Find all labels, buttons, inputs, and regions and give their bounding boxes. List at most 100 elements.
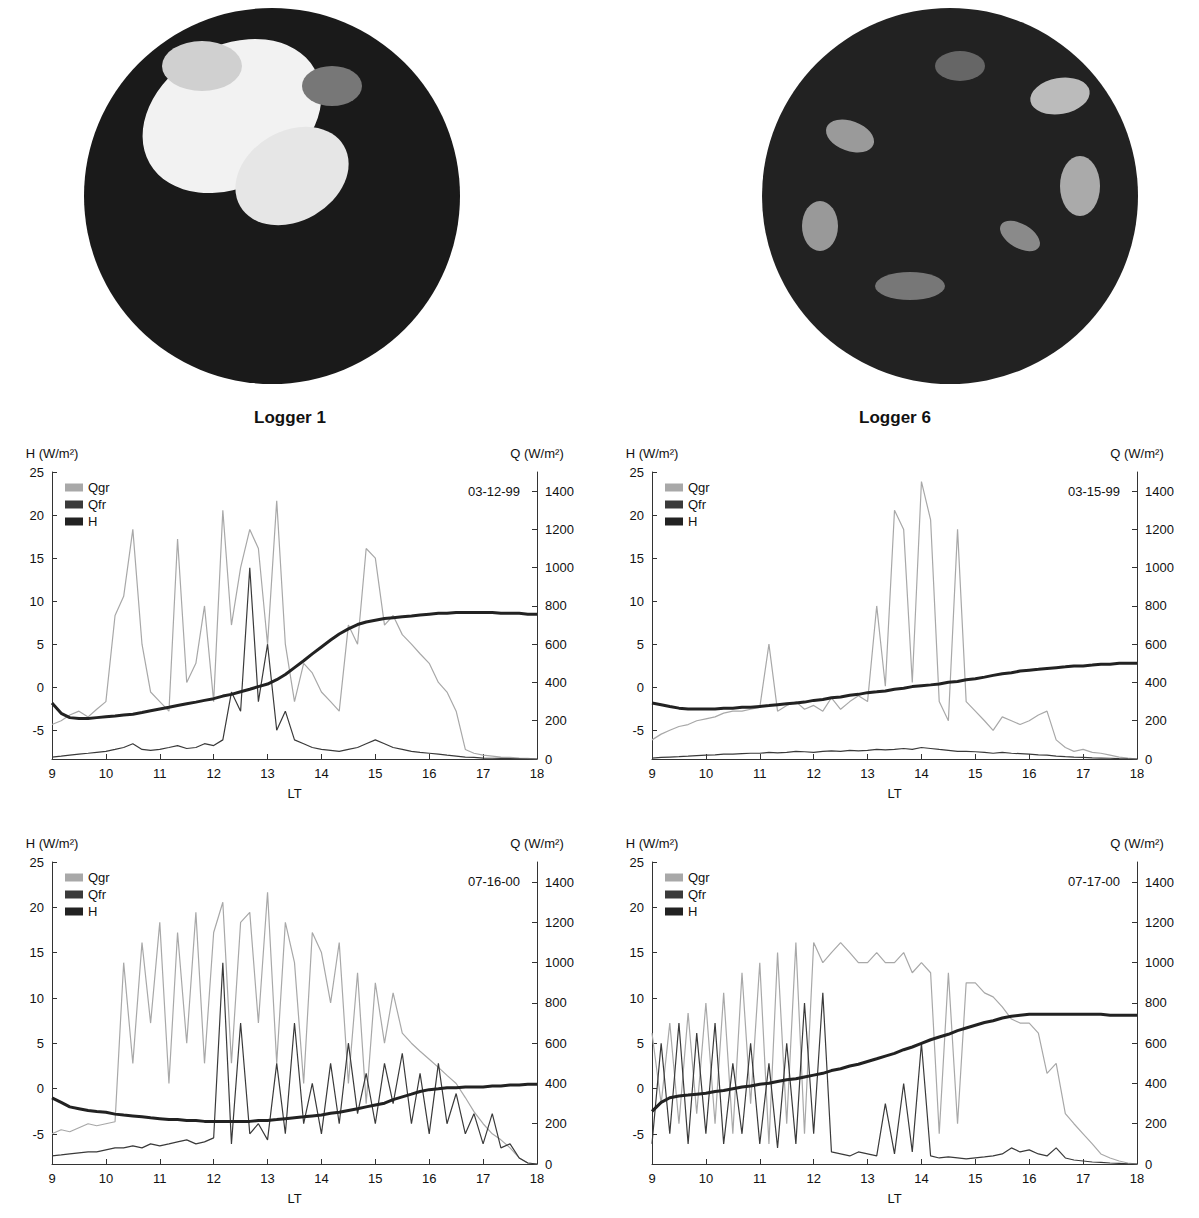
svg-text:25: 25 [30, 855, 44, 870]
svg-text:1400: 1400 [545, 875, 574, 890]
svg-text:200: 200 [545, 713, 567, 728]
svg-text:10: 10 [30, 594, 44, 609]
svg-text:Qgr: Qgr [88, 870, 110, 885]
svg-text:LT: LT [287, 1191, 301, 1206]
svg-text:200: 200 [1145, 1116, 1167, 1131]
svg-text:Q (W/m²): Q (W/m²) [1110, 836, 1163, 851]
svg-text:800: 800 [1145, 995, 1167, 1010]
svg-text:Qgr: Qgr [688, 870, 710, 885]
svg-text:20: 20 [30, 900, 44, 915]
svg-text:15: 15 [968, 1171, 982, 1186]
svg-text:16: 16 [1022, 766, 1036, 781]
svg-text:18: 18 [530, 1171, 544, 1186]
svg-text:17: 17 [476, 766, 490, 781]
svg-text:1400: 1400 [1145, 484, 1174, 499]
svg-text:1200: 1200 [545, 915, 574, 930]
svg-text:1000: 1000 [545, 560, 574, 575]
svg-text:400: 400 [1145, 1076, 1167, 1091]
svg-text:03-15-99: 03-15-99 [1068, 484, 1120, 499]
svg-text:15: 15 [630, 945, 644, 960]
svg-text:Q (W/m²): Q (W/m²) [510, 836, 563, 851]
svg-text:Q (W/m²): Q (W/m²) [1110, 446, 1163, 461]
svg-text:17: 17 [476, 1171, 490, 1186]
svg-text:Qgr: Qgr [88, 480, 110, 495]
svg-text:1200: 1200 [545, 522, 574, 537]
svg-text:18: 18 [530, 766, 544, 781]
svg-text:H (W/m²): H (W/m²) [626, 446, 679, 461]
svg-text:18: 18 [1130, 766, 1144, 781]
svg-text:1000: 1000 [1145, 955, 1174, 970]
svg-text:16: 16 [1022, 1171, 1036, 1186]
svg-text:17: 17 [1076, 766, 1090, 781]
svg-text:14: 14 [914, 1171, 928, 1186]
svg-text:0: 0 [545, 752, 552, 767]
svg-text:5: 5 [37, 1036, 44, 1051]
svg-text:15: 15 [30, 945, 44, 960]
svg-text:1000: 1000 [1145, 560, 1174, 575]
svg-text:15: 15 [368, 1171, 382, 1186]
svg-text:1200: 1200 [1145, 522, 1174, 537]
svg-text:5: 5 [37, 637, 44, 652]
svg-text:10: 10 [699, 1171, 713, 1186]
svg-text:800: 800 [545, 995, 567, 1010]
svg-text:15: 15 [968, 766, 982, 781]
svg-text:16: 16 [422, 766, 436, 781]
svg-text:10: 10 [99, 766, 113, 781]
svg-text:12: 12 [806, 766, 820, 781]
svg-text:0: 0 [37, 1081, 44, 1096]
svg-text:15: 15 [30, 551, 44, 566]
svg-text:H (W/m²): H (W/m²) [26, 446, 79, 461]
svg-text:0: 0 [37, 680, 44, 695]
svg-text:13: 13 [260, 766, 274, 781]
svg-text:12: 12 [806, 1171, 820, 1186]
svg-text:800: 800 [545, 598, 567, 613]
svg-text:11: 11 [753, 766, 767, 781]
svg-text:11: 11 [153, 1171, 167, 1186]
svg-text:25: 25 [30, 465, 44, 480]
svg-text:H: H [688, 514, 697, 529]
svg-text:13: 13 [260, 1171, 274, 1186]
svg-text:LT: LT [887, 786, 901, 801]
svg-text:600: 600 [1145, 637, 1167, 652]
svg-text:LT: LT [887, 1191, 901, 1206]
svg-text:0: 0 [545, 1157, 552, 1172]
svg-text:20: 20 [630, 508, 644, 523]
svg-text:1400: 1400 [545, 484, 574, 499]
svg-text:13: 13 [860, 766, 874, 781]
svg-text:03-12-99: 03-12-99 [468, 484, 520, 499]
svg-text:20: 20 [630, 900, 644, 915]
svg-text:600: 600 [545, 637, 567, 652]
svg-text:10: 10 [30, 991, 44, 1006]
svg-text:400: 400 [545, 675, 567, 690]
svg-text:9: 9 [48, 1171, 55, 1186]
svg-text:400: 400 [1145, 675, 1167, 690]
svg-text:11: 11 [753, 1171, 767, 1186]
svg-text:600: 600 [545, 1036, 567, 1051]
svg-text:10: 10 [630, 594, 644, 609]
svg-text:07-16-00: 07-16-00 [468, 874, 520, 889]
svg-text:15: 15 [630, 551, 644, 566]
svg-text:12: 12 [206, 766, 220, 781]
svg-text:20: 20 [30, 508, 44, 523]
svg-text:5: 5 [637, 637, 644, 652]
svg-text:16: 16 [422, 1171, 436, 1186]
svg-text:25: 25 [630, 465, 644, 480]
svg-text:9: 9 [648, 1171, 655, 1186]
svg-text:0: 0 [637, 1081, 644, 1096]
svg-text:14: 14 [314, 1171, 328, 1186]
svg-text:25: 25 [630, 855, 644, 870]
svg-text:0: 0 [1145, 752, 1152, 767]
svg-text:Qgr: Qgr [688, 480, 710, 495]
svg-text:H: H [88, 904, 97, 919]
svg-text:-5: -5 [32, 1127, 44, 1142]
svg-text:0: 0 [1145, 1157, 1152, 1172]
svg-text:Qfr: Qfr [688, 497, 707, 512]
svg-text:0: 0 [637, 680, 644, 695]
svg-text:Qfr: Qfr [688, 887, 707, 902]
svg-text:15: 15 [368, 766, 382, 781]
svg-text:-5: -5 [632, 1127, 644, 1142]
svg-text:9: 9 [648, 766, 655, 781]
svg-text:07-17-00: 07-17-00 [1068, 874, 1120, 889]
svg-text:9: 9 [48, 766, 55, 781]
svg-text:5: 5 [637, 1036, 644, 1051]
